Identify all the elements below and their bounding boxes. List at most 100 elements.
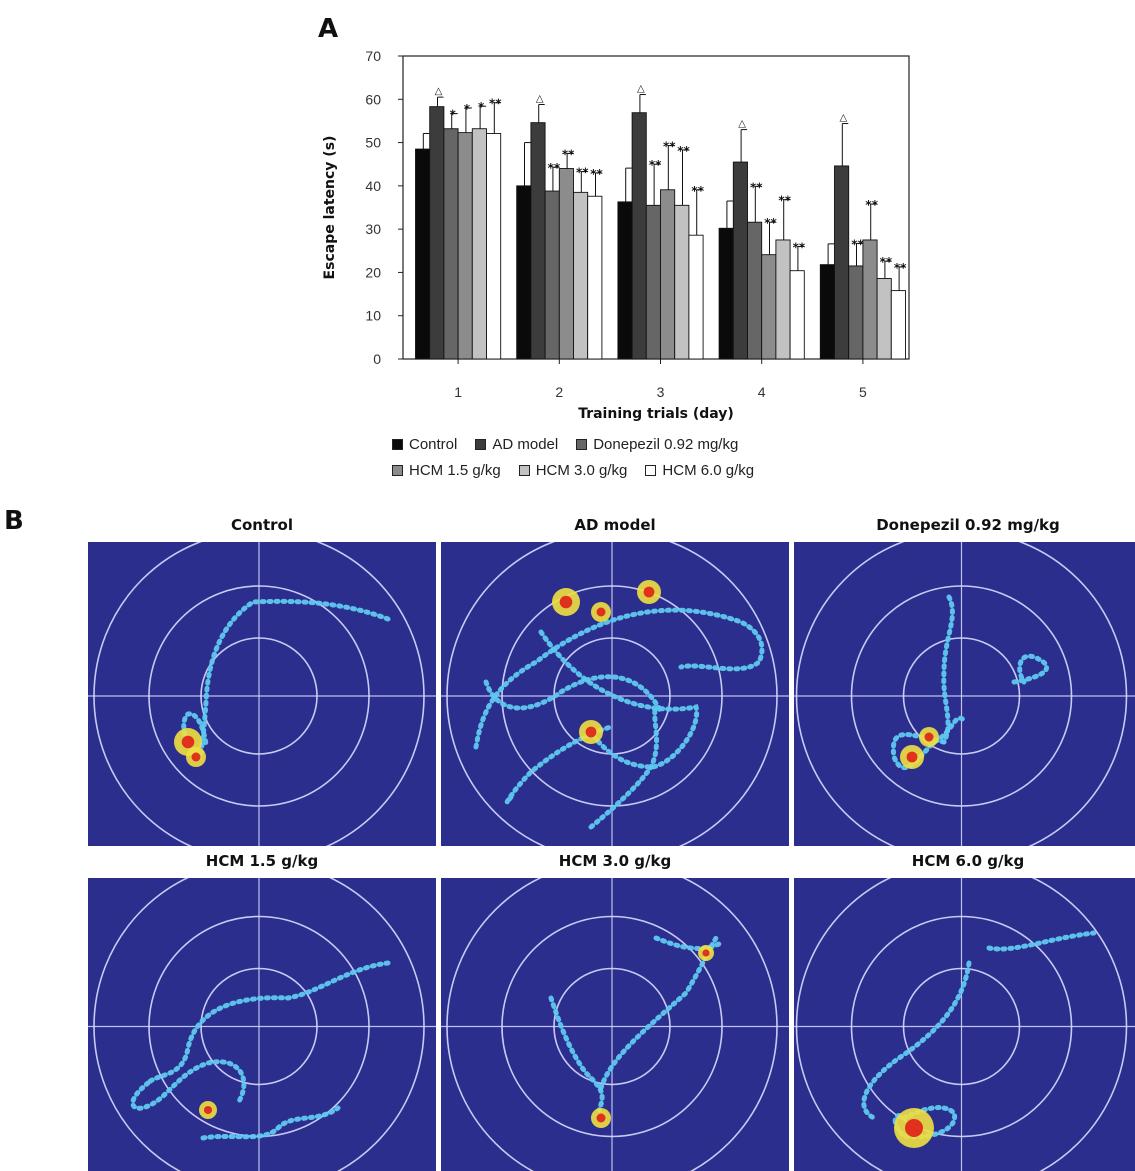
bar bbox=[558, 168, 574, 360]
bar bbox=[544, 190, 560, 360]
pool-ring bbox=[93, 878, 425, 1171]
swim-path bbox=[941, 594, 955, 745]
bar bbox=[645, 204, 661, 360]
legend-row-1: Control AD model Donepezil 0.92 mg/kg bbox=[392, 431, 872, 457]
heat-core bbox=[181, 735, 195, 749]
x-tick-label: 1 bbox=[454, 384, 462, 400]
pool-background bbox=[88, 542, 436, 846]
y-tick-label: 20 bbox=[365, 264, 381, 280]
legend-label: HCM 3.0 g/kg bbox=[535, 461, 628, 479]
pool-ring bbox=[200, 637, 318, 755]
bar bbox=[631, 112, 647, 360]
swim-path bbox=[986, 930, 1097, 952]
heat-core bbox=[191, 752, 201, 762]
significance-mark: ** bbox=[764, 216, 777, 230]
bar bbox=[848, 265, 864, 360]
significance-mark: ** bbox=[851, 237, 864, 251]
significance-mark: ** bbox=[562, 147, 575, 161]
significance-mark: △ bbox=[637, 84, 645, 95]
significance-mark: ** bbox=[489, 97, 502, 111]
bar bbox=[819, 264, 835, 360]
legend-label: HCM 1.5 g/kg bbox=[409, 461, 501, 479]
y-tick-label: 0 bbox=[373, 351, 381, 367]
swim-path-image bbox=[794, 878, 1135, 1171]
heat-core bbox=[559, 595, 573, 609]
swim-path bbox=[588, 704, 660, 830]
bar bbox=[775, 239, 791, 360]
bar bbox=[486, 133, 502, 360]
y-tick-label: 40 bbox=[365, 178, 381, 194]
x-tick-label: 4 bbox=[758, 384, 766, 400]
significance-mark: △ bbox=[435, 86, 443, 97]
legend-swatch bbox=[475, 438, 487, 450]
swim-path bbox=[483, 674, 664, 715]
bar bbox=[834, 165, 850, 360]
track-title: HCM 1.5 g/kg bbox=[205, 852, 319, 870]
significance-mark: ** bbox=[894, 261, 907, 275]
pool-ring bbox=[200, 967, 318, 1086]
significance-mark: △ bbox=[738, 119, 746, 130]
swim-path-image bbox=[794, 542, 1135, 846]
track-title: Control bbox=[230, 516, 293, 534]
track-title: Donepezil 0.92 mg/kg bbox=[876, 516, 1060, 534]
legend-swatch bbox=[518, 464, 530, 476]
swim-path bbox=[861, 960, 972, 1121]
bar bbox=[747, 221, 763, 360]
bar bbox=[516, 185, 532, 360]
pool-ring bbox=[902, 637, 1021, 755]
pool-ring bbox=[93, 542, 425, 846]
bar bbox=[471, 128, 487, 360]
swim-path bbox=[653, 935, 724, 951]
significance-mark: ** bbox=[880, 255, 893, 269]
heat-core bbox=[203, 1105, 213, 1115]
bar bbox=[587, 195, 603, 360]
pool-ring bbox=[148, 585, 370, 807]
significance-mark: * bbox=[478, 100, 485, 114]
panel-b-label: B bbox=[4, 506, 24, 536]
bar bbox=[732, 161, 748, 360]
bar bbox=[789, 270, 805, 360]
pool-ring bbox=[850, 585, 1073, 807]
pool-ring bbox=[446, 542, 778, 846]
significance-mark: ** bbox=[778, 194, 791, 208]
track-title: AD model bbox=[574, 516, 656, 534]
legend-item-control: Control bbox=[392, 436, 457, 453]
significance-mark: * bbox=[450, 108, 457, 122]
pool-ring bbox=[501, 915, 723, 1138]
legend-label: Donepezil 0.92 mg/kg bbox=[593, 435, 739, 453]
legend-label: HCM 6.0 g/kg bbox=[662, 461, 755, 479]
swim-path-image bbox=[441, 542, 789, 846]
significance-mark: △ bbox=[839, 113, 847, 124]
pool-background bbox=[794, 878, 1135, 1171]
heat-core bbox=[596, 1113, 606, 1123]
significance-mark: ** bbox=[548, 161, 561, 175]
legend-label: AD model bbox=[492, 435, 559, 453]
x-tick-label: 2 bbox=[555, 384, 563, 400]
bar bbox=[688, 234, 704, 360]
swim-path bbox=[473, 607, 765, 750]
bar bbox=[457, 132, 473, 360]
pool-background bbox=[88, 878, 436, 1171]
swim-path-image bbox=[88, 878, 436, 1171]
panel-a-label: A bbox=[318, 14, 339, 44]
significance-mark: △ bbox=[536, 93, 544, 104]
swim-path bbox=[538, 629, 700, 770]
pool-ring bbox=[446, 878, 778, 1171]
legend-swatch bbox=[392, 464, 403, 476]
bar bbox=[761, 254, 777, 360]
track-title: HCM 3.0 g/kg bbox=[558, 852, 672, 870]
pool-background bbox=[794, 542, 1135, 846]
y-axis-label: Escape latency (s) bbox=[322, 136, 338, 280]
chart-legend: Control AD model Donepezil 0.92 mg/kg HC… bbox=[392, 431, 872, 483]
bar bbox=[617, 201, 633, 360]
bar bbox=[660, 189, 676, 360]
legend-item-hcm-1-5: HCM 1.5 g/kg bbox=[392, 462, 501, 479]
pool-background bbox=[441, 878, 789, 1171]
y-tick-label: 70 bbox=[365, 48, 381, 64]
legend-label: Control bbox=[409, 435, 458, 453]
heat-core bbox=[906, 751, 918, 763]
swim-path bbox=[892, 1105, 958, 1140]
x-tick-label: 3 bbox=[657, 384, 665, 400]
legend-item-donepezil: Donepezil 0.92 mg/kg bbox=[576, 436, 738, 453]
swim-path bbox=[548, 995, 605, 1113]
